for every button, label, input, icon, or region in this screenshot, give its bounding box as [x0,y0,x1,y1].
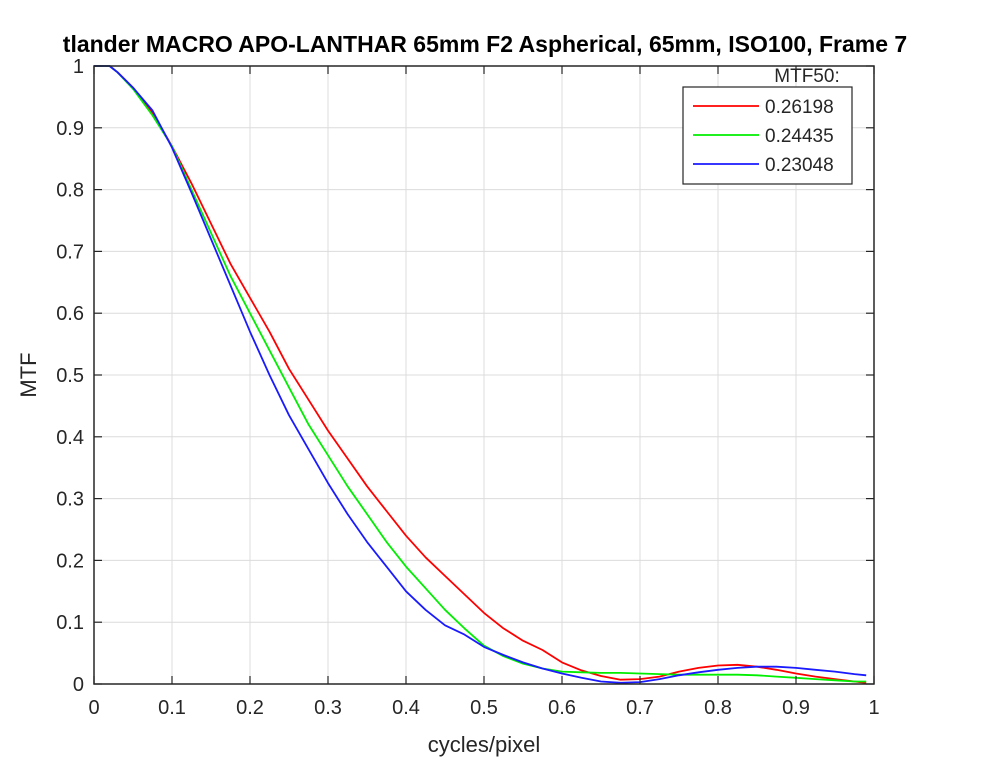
x-tick-label: 0.3 [314,697,342,719]
series-line-1 [94,65,867,684]
y-tick-label: 0.9 [56,118,84,140]
legend-label-3: 0.23048 [765,155,834,176]
series-lines [94,65,867,684]
y-tick-label: 0.2 [56,550,84,572]
y-tick-label: 0.1 [56,612,84,634]
x-tick-label: 0.4 [392,697,420,719]
x-axis-label: cycles/pixel [428,732,540,757]
y-tick-label: 0.7 [56,241,84,263]
x-tick-label: 0.5 [470,697,498,719]
x-tick-label: 0.2 [236,697,264,719]
y-axis-label: MTF [16,352,41,397]
legend-label-1: 0.26198 [765,97,834,118]
x-tick-label: 0.1 [158,697,186,719]
y-tick-label: 0.3 [56,489,84,511]
y-tick-label: 0.6 [56,303,84,325]
series-line-3 [94,65,867,684]
x-tick-label: 0.6 [548,697,576,719]
y-tick-label: 0 [73,674,84,696]
x-tick-label: 0 [88,697,99,719]
legend: MTF50: 0.26198 0.24435 0.23048 [682,66,853,185]
y-tick-label: 0.8 [56,180,84,202]
series-line-2 [94,65,867,683]
grid [94,66,874,684]
y-tick-label: 0.4 [56,427,84,449]
legend-label-2: 0.24435 [765,126,834,147]
x-tick-label: 0.7 [626,697,654,719]
legend-title: MTF50: [774,66,839,87]
x-tick-label: 1 [868,697,879,719]
chart-title: tlander MACRO APO-LANTHAR 65mm F2 Aspher… [63,31,907,57]
y-tick-label: 0.5 [56,365,84,387]
tick-labels: 0 0.1 0.2 0.3 0.4 0.5 0.6 0.7 0.8 0.9 1 0 0.1 0.2 0.3 0… [56,56,879,719]
legend-items: 0.26198 0.24435 0.23048 [693,97,834,176]
y-tick-label: 1 [73,56,84,78]
x-tick-label: 0.8 [704,697,732,719]
x-tick-label: 0.9 [782,697,810,719]
axis-ticks [93,65,875,685]
